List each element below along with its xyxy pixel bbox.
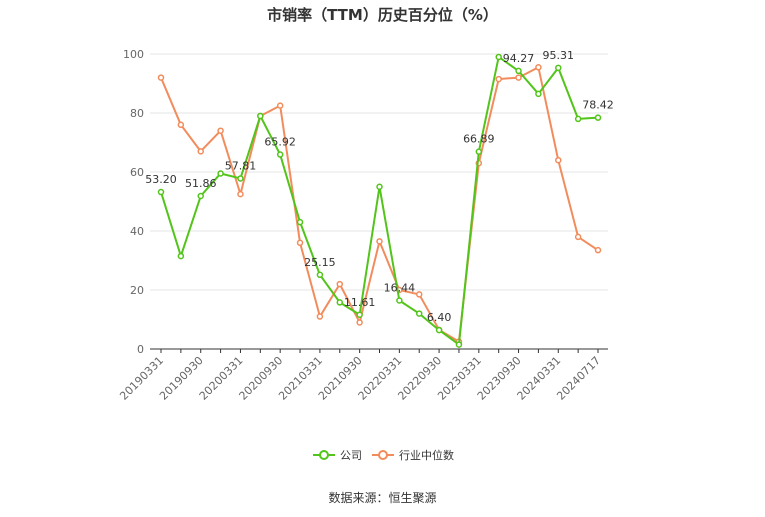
data-label: 66.89 xyxy=(463,133,495,146)
legend-marker-icon xyxy=(319,450,329,460)
data-label: 78.42 xyxy=(582,99,614,112)
series-point-0 xyxy=(296,218,304,226)
series-point-1 xyxy=(555,156,562,164)
series-point-0 xyxy=(257,112,264,120)
label-layer: 53.20 51.86 57.81 65.92 25.15 11.61 16.44 6.40 6… xyxy=(145,49,614,324)
series-point-1 xyxy=(594,246,602,254)
series-point-0 xyxy=(396,297,403,304)
series-point-0 xyxy=(376,183,383,190)
series-point-1 xyxy=(316,313,324,320)
legend-item-0[interactable]: 公司 xyxy=(313,449,362,462)
series-point-1 xyxy=(217,127,224,134)
legend-label: 公司 xyxy=(340,449,362,462)
legend[interactable]: 公司 行业中位数 xyxy=(313,448,454,462)
series-point-0 xyxy=(276,151,284,158)
series-point-1 xyxy=(356,319,363,326)
series-point-1 xyxy=(197,148,204,155)
series-point-0 xyxy=(515,67,522,75)
series-point-1 xyxy=(276,102,284,109)
grid-layer xyxy=(150,53,608,291)
y-tick-label: 20 xyxy=(130,284,144,297)
data-label: 95.31 xyxy=(543,49,575,62)
series-point-0 xyxy=(157,188,165,196)
data-label: 6.40 xyxy=(427,311,452,324)
data-label: 65.92 xyxy=(264,136,296,149)
series-layer xyxy=(157,53,602,348)
series-point-0 xyxy=(475,148,483,155)
series-point-1 xyxy=(177,121,185,129)
chart-title: 市销率（TTM）历史百分位（%） xyxy=(267,6,498,24)
series-point-0 xyxy=(237,175,244,182)
series-point-0 xyxy=(594,114,602,121)
y-tick-label: 60 xyxy=(130,166,144,179)
series-point-0 xyxy=(197,192,204,200)
series-point-0 xyxy=(574,115,582,123)
data-label: 25.15 xyxy=(304,256,336,269)
series-point-1 xyxy=(157,74,165,81)
series-point-0 xyxy=(415,310,423,317)
series-line-1 xyxy=(160,66,599,343)
series-point-0 xyxy=(177,252,185,260)
series-point-1 xyxy=(336,280,344,288)
data-label: 16.44 xyxy=(384,282,416,295)
data-label: 53.20 xyxy=(145,173,177,186)
legend-marker-icon xyxy=(378,450,388,460)
series-point-0 xyxy=(336,299,344,306)
data-label: 11.61 xyxy=(344,296,376,309)
series-point-1 xyxy=(515,74,522,81)
series-point-0 xyxy=(535,90,542,98)
series-point-0 xyxy=(217,170,224,177)
series-point-0 xyxy=(495,53,502,61)
series-point-0 xyxy=(356,311,363,319)
y-tick-label: 40 xyxy=(130,225,144,238)
x-tick-label: 20240717 xyxy=(554,354,603,403)
series-point-1 xyxy=(415,291,423,298)
y-tick-label: 100 xyxy=(123,48,144,61)
series-point-1 xyxy=(296,239,304,247)
y-tick-label: 80 xyxy=(130,107,144,120)
series-point-0 xyxy=(555,64,562,72)
data-label: 51.86 xyxy=(185,177,217,190)
series-point-1 xyxy=(535,64,542,71)
series-point-1 xyxy=(495,75,502,83)
series-point-0 xyxy=(316,271,324,279)
series-point-1 xyxy=(237,190,244,198)
series-line-0 xyxy=(160,55,599,346)
series-point-0 xyxy=(455,341,463,348)
series-point-1 xyxy=(376,238,383,245)
legend-label: 行业中位数 xyxy=(399,448,454,462)
data-label: 57.81 xyxy=(225,159,257,172)
y-tick-label: 0 xyxy=(137,343,144,356)
source-note: 数据来源：恒生聚源 xyxy=(328,491,437,505)
legend-item-1[interactable]: 行业中位数 xyxy=(372,448,454,462)
series-point-0 xyxy=(435,326,443,334)
data-label: 94.27 xyxy=(503,52,535,65)
series-point-1 xyxy=(574,233,582,241)
